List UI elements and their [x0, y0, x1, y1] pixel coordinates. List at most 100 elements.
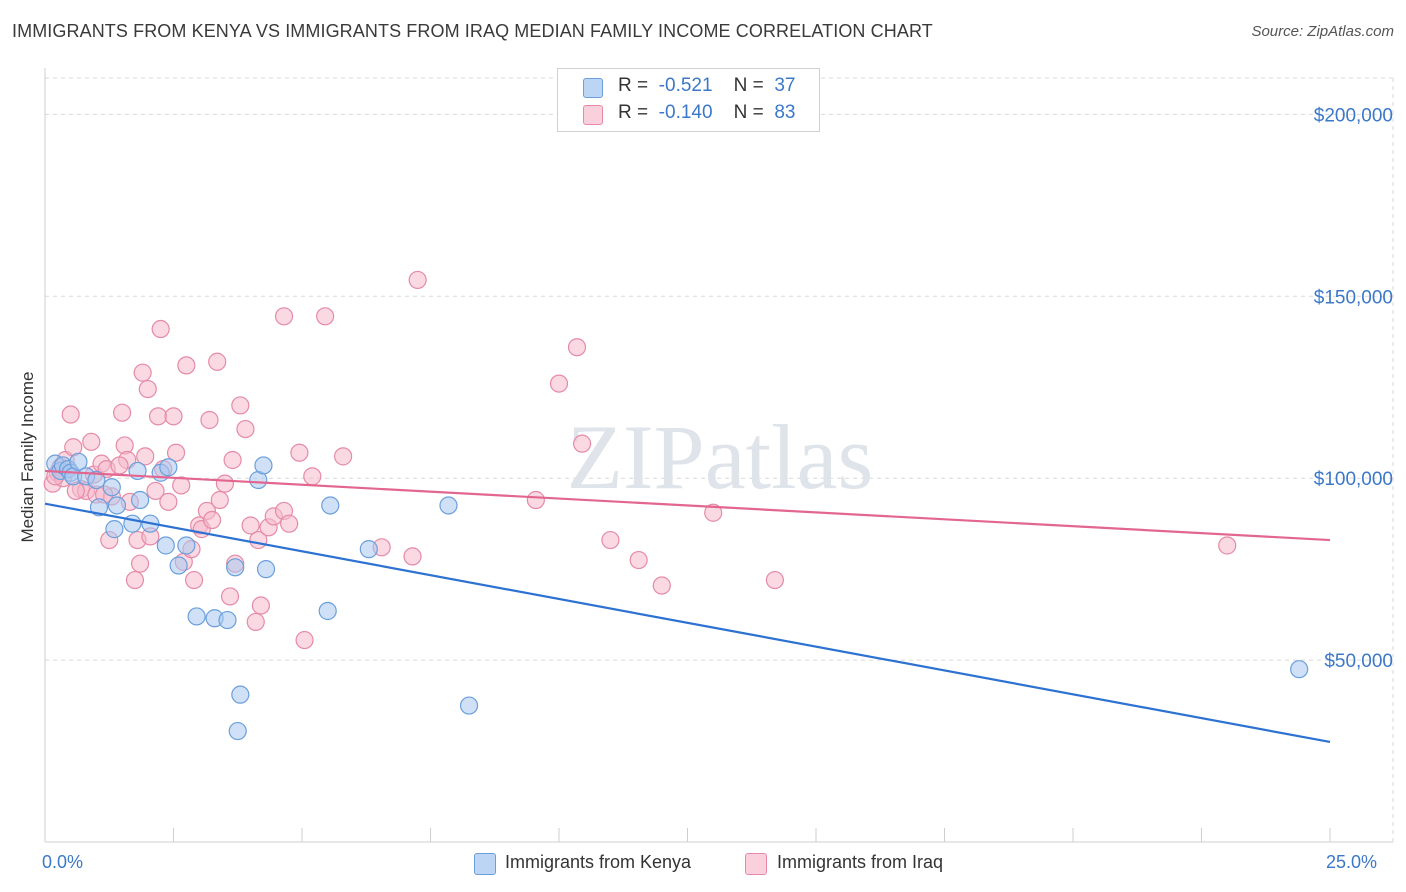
x-tick-label-max: 25.0% [1326, 852, 1378, 872]
iraq-point[interactable] [765, 570, 784, 590]
iraq-point[interactable] [136, 447, 155, 466]
iraq-point[interactable] [164, 407, 183, 426]
iraq-legend-label: Immigrants from Iraq [777, 852, 944, 872]
iraq-point[interactable] [241, 516, 260, 535]
chart-title: IMMIGRANTS FROM KENYA VS IMMIGRANTS FROM… [12, 21, 933, 41]
kenya-point[interactable] [321, 496, 340, 515]
trend-layer [44, 469, 1331, 744]
kenya-swatch [583, 78, 603, 98]
kenya-point[interactable] [226, 558, 245, 577]
iraq-point[interactable] [110, 456, 129, 475]
axis-layer [44, 68, 1393, 843]
legend-r-label: R = [618, 102, 649, 123]
iraq-point[interactable] [629, 550, 648, 570]
kenya-point[interactable] [1290, 660, 1309, 679]
iraq-point[interactable] [177, 356, 196, 375]
iraq-point[interactable] [549, 374, 569, 393]
iraq-swatch [583, 105, 603, 125]
iraq-point[interactable] [210, 490, 229, 510]
iraq-point[interactable] [215, 474, 234, 493]
iraq-point[interactable] [316, 307, 335, 326]
kenya-legend-swatch [474, 853, 496, 875]
kenya-point[interactable] [439, 496, 458, 515]
iraq-point[interactable] [159, 492, 178, 511]
iraq-point[interactable] [295, 630, 314, 650]
iraq-point[interactable] [112, 403, 132, 422]
iraq-point[interactable] [290, 443, 309, 462]
kenya-point[interactable] [231, 685, 250, 704]
iraq-point[interactable] [208, 352, 227, 371]
iraq-point[interactable] [184, 570, 204, 590]
x-tick-label-min: 0.0% [42, 852, 84, 872]
iraq-point[interactable] [146, 481, 165, 501]
kenya-point[interactable] [169, 556, 188, 575]
y-tick-label: $200,000 [1314, 105, 1393, 126]
kenya-point[interactable] [107, 496, 127, 515]
legend-r-value-kenya: -0.521 [658, 75, 713, 96]
kenya-point[interactable] [69, 452, 88, 471]
kenya-point[interactable] [459, 696, 479, 715]
kenya-point[interactable] [89, 498, 109, 517]
y-tick-label: $50,000 [1324, 651, 1393, 672]
iraq-point[interactable] [601, 530, 620, 550]
iraq-point[interactable] [280, 514, 299, 533]
iraq-point[interactable] [133, 363, 152, 382]
iraq-point[interactable] [231, 396, 250, 415]
kenya-point[interactable] [187, 607, 206, 626]
kenya-point[interactable] [318, 601, 337, 621]
iraq-point[interactable] [200, 410, 219, 430]
kenya-point[interactable] [105, 520, 124, 539]
iraq-trend-line [44, 469, 1331, 542]
y-tick-label: $150,000 [1314, 287, 1393, 308]
iraq-point[interactable] [704, 503, 723, 522]
kenya-trend-line [44, 502, 1331, 744]
iraq-point[interactable] [166, 443, 186, 462]
iraq-point[interactable] [202, 510, 222, 530]
iraq-point[interactable] [148, 407, 168, 426]
legend-r-value-iraq: -0.140 [658, 102, 713, 123]
legend-n-label: N = [733, 102, 764, 123]
y-tick-label: $100,000 [1314, 469, 1393, 490]
legend-n-label: N = [733, 75, 764, 96]
kenya-point[interactable] [177, 536, 196, 555]
iraq-point[interactable] [403, 547, 422, 566]
iraq-point[interactable] [223, 450, 242, 470]
iraq-point[interactable] [130, 554, 150, 573]
iraq-point[interactable] [236, 419, 255, 439]
kenya-point[interactable] [159, 458, 178, 477]
kenya-point[interactable] [130, 490, 150, 510]
iraq-point[interactable] [408, 270, 427, 290]
kenya-point[interactable] [102, 478, 121, 497]
kenya-point[interactable] [218, 610, 237, 630]
kenya-point[interactable] [228, 721, 247, 741]
kenya-legend-label: Immigrants from Kenya [505, 852, 692, 872]
kenya-point[interactable] [254, 456, 273, 475]
iraq-point[interactable] [303, 467, 322, 486]
iraq-point[interactable] [274, 307, 294, 326]
iraq-point[interactable] [138, 379, 157, 399]
iraq-point[interactable] [334, 447, 353, 466]
iraq-legend-swatch [745, 853, 767, 875]
series-legend: Immigrants from Kenya Immigrants from Ir… [0, 850, 1406, 880]
watermark: ZIPatlas [567, 406, 874, 508]
iraq-point[interactable] [82, 432, 101, 451]
iraq-point[interactable] [652, 576, 671, 595]
kenya-point[interactable] [256, 560, 276, 579]
iraq-point[interactable] [125, 570, 145, 590]
iraq-point[interactable] [526, 490, 545, 510]
iraq-point[interactable] [251, 596, 270, 615]
iraq-point[interactable] [1218, 536, 1237, 555]
correlation-legend: R = -0.521 N = 37 R = -0.140 N = 83 [557, 68, 820, 132]
iraq-point[interactable] [573, 434, 592, 453]
y-tick-labels: $50,000 $100,000 $150,000 $200,000 [1314, 105, 1393, 672]
kenya-point[interactable] [87, 470, 106, 490]
iraq-point[interactable] [151, 319, 170, 339]
kenya-point[interactable] [359, 540, 378, 559]
iraq-point[interactable] [220, 587, 240, 606]
iraq-point[interactable] [172, 476, 191, 495]
iraq-point[interactable] [567, 338, 587, 357]
kenya-point[interactable] [156, 536, 175, 555]
iraq-point[interactable] [246, 612, 265, 631]
iraq-point[interactable] [61, 405, 80, 424]
